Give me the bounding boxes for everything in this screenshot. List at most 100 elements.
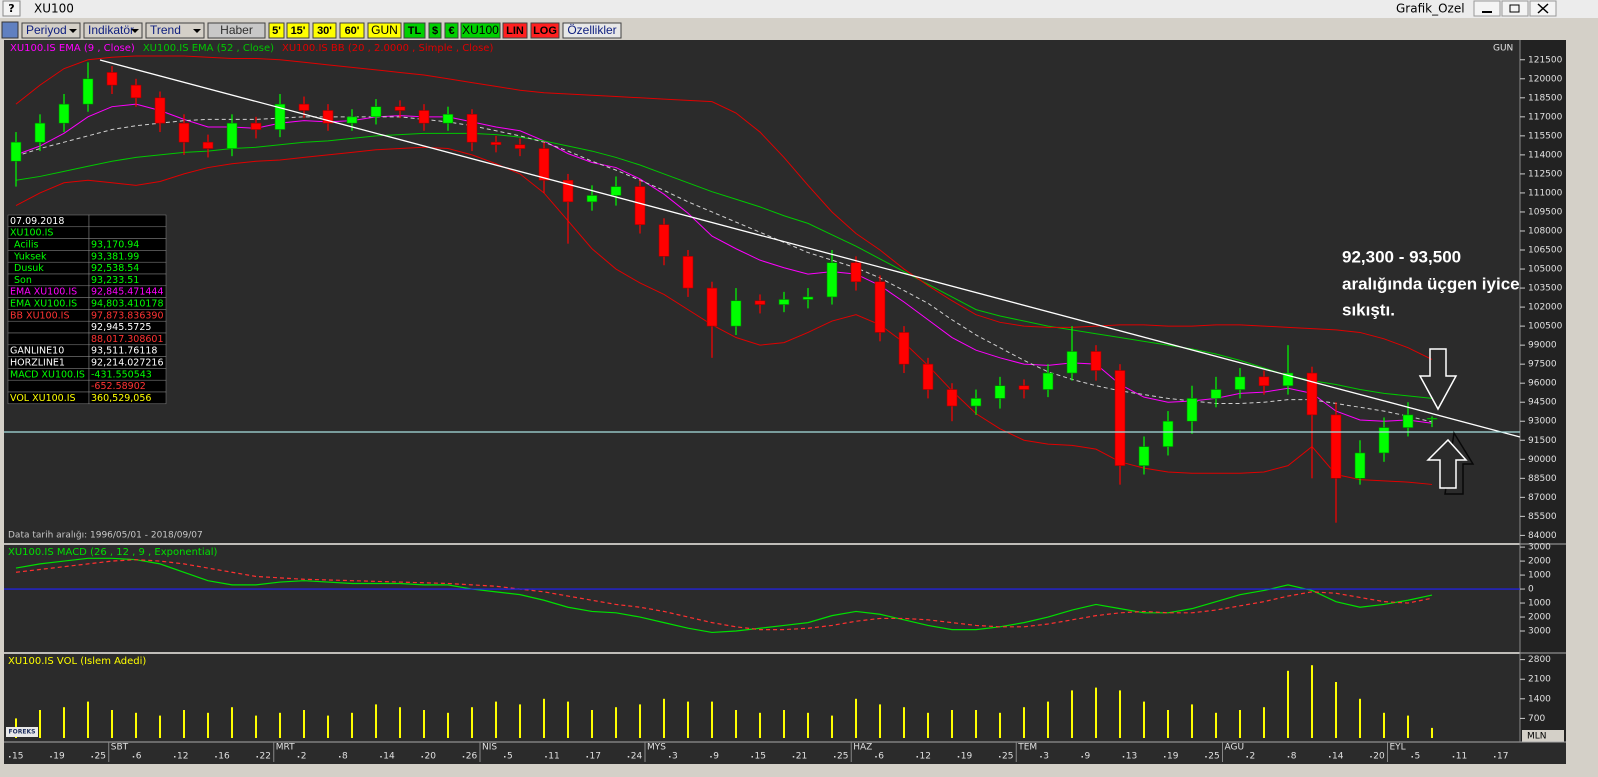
candle-body <box>1186 398 1198 422</box>
x-tick-label: 22 <box>260 752 271 762</box>
day-tick <box>875 756 877 758</box>
x-tick-label: 12 <box>920 752 931 762</box>
plot <box>10 55 1438 738</box>
candle-body <box>538 148 550 181</box>
time-axis <box>4 742 1566 764</box>
bb-upper <box>15 55 1433 360</box>
candle-body <box>1018 385 1030 390</box>
day-tick <box>380 756 382 758</box>
toolbar-button[interactable] <box>562 22 622 39</box>
legend-entry: XU100.IS BB (20 , 2.0000 , Simple , Clos… <box>282 43 493 54</box>
toolbar-buttons: Periyod Indikatör Trend Haber 5' 15' 30' 60' GUN… <box>21 22 622 39</box>
up-arrow <box>1426 438 1468 489</box>
toolbar-button[interactable] <box>502 22 528 39</box>
toolbar-label: $ <box>432 25 438 37</box>
info-cell <box>88 214 167 228</box>
info-value: 92,845.471444 <box>91 287 164 298</box>
y-tick-label: 1000 <box>1528 571 1551 581</box>
info-cell <box>88 226 167 239</box>
y-tick-label: 120000 <box>1528 74 1563 84</box>
day-tick <box>751 756 753 758</box>
toolbar-button[interactable] <box>460 22 501 39</box>
day-tick <box>504 756 506 758</box>
window-title: XU100 <box>34 2 74 16</box>
toolbar-button[interactable] <box>312 22 337 39</box>
toolbar-button[interactable] <box>21 22 81 39</box>
y-tick-label: 99000 <box>1528 341 1557 351</box>
candle-body <box>1378 427 1390 454</box>
candle-body <box>130 84 142 99</box>
toolbar-button[interactable] <box>403 22 426 39</box>
restore-button[interactable] <box>1501 0 1529 17</box>
candle-body <box>586 195 598 203</box>
info-value: 93,511.76118 <box>91 346 157 357</box>
x-tick-label: 12 <box>177 752 188 762</box>
info-label: MACD XU100.IS <box>10 369 85 380</box>
x-tick-label: 15 <box>12 752 23 762</box>
macd-panel <box>4 545 1520 652</box>
y-tick-label: 114000 <box>1528 150 1563 160</box>
y-tick-label: 94500 <box>1528 398 1557 408</box>
help-button[interactable] <box>2 0 21 17</box>
x-tick-label: 8 <box>342 752 348 762</box>
x-tick-label: 3 <box>672 752 678 762</box>
y-tick-label: 85500 <box>1528 512 1557 522</box>
toolbar-label: TL <box>408 25 422 37</box>
toolbar-label: XU100 <box>462 23 499 37</box>
candle-body <box>730 300 742 327</box>
x-tick-label: 17 <box>1497 752 1508 762</box>
toolbar-button[interactable] <box>444 22 459 39</box>
x-month-label: MRT <box>276 743 295 753</box>
day-tick <box>1452 756 1455 758</box>
day-tick <box>916 756 918 758</box>
info-label: Dusuk <box>14 263 44 274</box>
candle-body <box>1114 370 1126 466</box>
toolbar-button[interactable] <box>428 22 442 39</box>
x-tick-label: 20 <box>425 752 437 762</box>
title-bar <box>0 0 1598 18</box>
y-tick-label: 112500 <box>1528 169 1563 179</box>
x-tick-label: 3 <box>1043 752 1049 762</box>
day-tick <box>1411 756 1413 758</box>
toolbar-button[interactable] <box>268 22 285 39</box>
info-label: Acilis <box>14 240 38 251</box>
toolbar-label: 5' <box>272 25 281 37</box>
x-month-label: NIS <box>482 743 497 753</box>
day-tick <box>710 756 712 758</box>
info-value: 92,945.5725 <box>91 322 151 333</box>
x-tick-label: 6 <box>136 752 142 762</box>
y-tick-label: 2000 <box>1528 557 1551 567</box>
toolbar-label: 15' <box>291 25 306 37</box>
y-tick-label: 118500 <box>1528 93 1563 103</box>
toolbar-button[interactable] <box>83 22 143 39</box>
candle-body <box>874 281 886 333</box>
candle-body <box>442 113 454 124</box>
candle-body <box>1234 376 1246 390</box>
toolbar-button[interactable] <box>367 22 402 39</box>
candle-body <box>466 113 478 143</box>
candle-body <box>154 97 166 124</box>
toolbar-button[interactable] <box>339 22 365 39</box>
info-cell <box>7 332 90 346</box>
candle-body <box>850 262 862 283</box>
toolbar-button[interactable] <box>145 22 205 39</box>
x-tick-label: 14 <box>383 752 395 762</box>
minimize-button[interactable] <box>1473 0 1501 17</box>
x-tick-label: 25 <box>1208 752 1219 762</box>
info-value: 93,170.94 <box>91 240 139 251</box>
y-tick-label: 117000 <box>1528 112 1563 122</box>
info-value: 92,214.027216 <box>91 358 164 369</box>
y-tick-label: 700 <box>1528 714 1545 724</box>
toolbar-button[interactable] <box>207 22 266 39</box>
annotation-line: aralığında üçgen iyice <box>1342 274 1520 293</box>
toolbar-button[interactable] <box>286 22 310 39</box>
help-label: ? <box>8 2 14 15</box>
candle-body <box>34 122 46 143</box>
toolbar-button[interactable] <box>530 22 560 39</box>
info-label: GANLINE10 <box>10 346 64 357</box>
toolbar-label: LIN <box>506 25 524 37</box>
x-tick-label: 17 <box>590 752 601 762</box>
candle-body <box>634 186 646 225</box>
